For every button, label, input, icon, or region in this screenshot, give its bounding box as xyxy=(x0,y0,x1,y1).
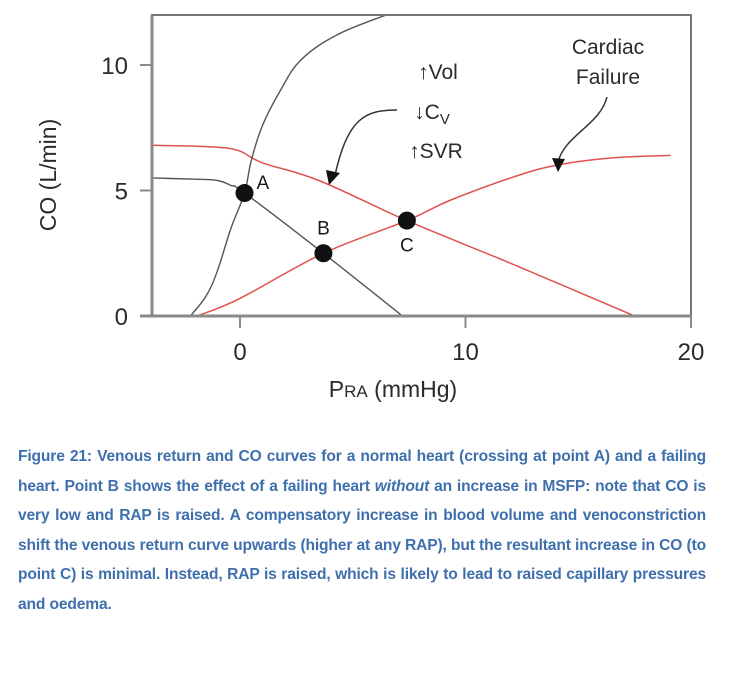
point-c xyxy=(397,211,416,230)
x-tick-label: 0 xyxy=(233,339,246,366)
x-tick-label: 10 xyxy=(452,339,479,366)
annotation-failure: Failure xyxy=(576,66,640,89)
points-layer: A B C xyxy=(235,173,416,263)
cardiac-failure-curve xyxy=(196,154,671,316)
venous-return-co-chart: 0 10 20 0 5 10 CO (L/min) PRA (mmHg) ↑Vol ↓CV… xyxy=(35,14,704,402)
normal-cardiac-function-curve xyxy=(189,16,386,316)
annotation-cv-sub: V xyxy=(440,111,450,128)
caption-part2: an increase in MSFP: note that CO is ver… xyxy=(18,477,707,613)
annotation-arrowhead-failure xyxy=(552,158,565,172)
figure-caption: Figure 21: Venous return and CO curves f… xyxy=(18,442,706,620)
y-tick-label: 5 xyxy=(115,179,128,206)
annotation-cv: ↓CV xyxy=(414,101,450,128)
annotation-cardiac: Cardiac xyxy=(572,36,644,59)
x-axis-title-sub: RA xyxy=(344,382,368,401)
shifted-venous-return-curve xyxy=(152,144,635,316)
annotation-vol: ↑Vol xyxy=(418,61,458,84)
annotation-arrowhead-shift xyxy=(326,170,340,185)
point-label-a: A xyxy=(257,173,270,194)
curves-layer xyxy=(152,16,671,316)
y-tick-label: 0 xyxy=(115,304,128,331)
point-b xyxy=(314,244,333,263)
x-axis-title-main: P xyxy=(329,376,344,402)
x-tick-label: 20 xyxy=(678,339,705,366)
point-a xyxy=(235,184,254,203)
point-label-c: C xyxy=(400,236,414,257)
annotation-svr: ↑SVR xyxy=(409,140,463,163)
x-axis-title-unit: (mmHg) xyxy=(368,376,457,402)
caption-part1: Figure 21: Venous return and CO curves f… xyxy=(18,448,706,495)
annotation-arrow-shift xyxy=(334,109,398,176)
point-label-b: B xyxy=(317,218,330,239)
annotation-arrow-failure xyxy=(557,96,608,163)
ticks-layer: 0 10 20 0 5 10 xyxy=(101,53,704,366)
y-tick-label: 10 xyxy=(101,53,128,80)
normal-venous-return-curve xyxy=(152,177,403,316)
caption-italic: without xyxy=(374,477,430,495)
x-axis-title: PRA (mmHg) xyxy=(329,376,457,402)
annotation-cv-arrow: ↓C xyxy=(414,101,440,124)
y-axis-title: CO (L/min) xyxy=(35,119,61,231)
